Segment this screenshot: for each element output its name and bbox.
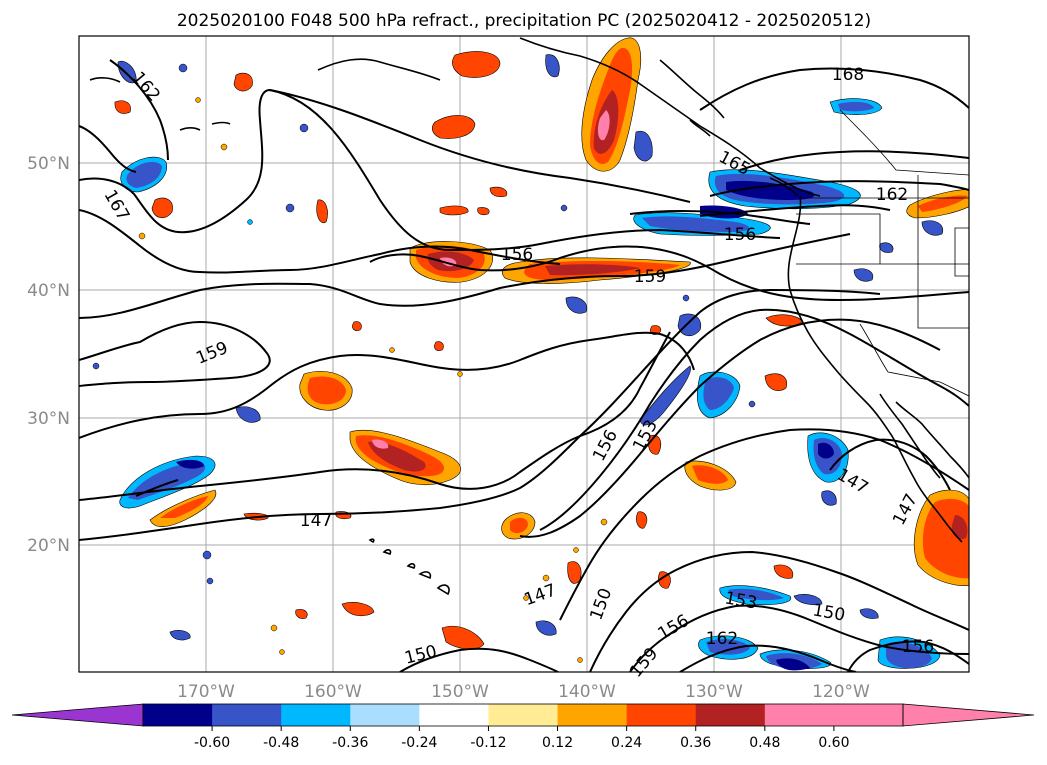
colorbar-tick-label: 0.60 <box>818 735 849 751</box>
colorbar-segments <box>11 703 1035 727</box>
coastlines <box>89 37 969 596</box>
contour-label: 162 <box>876 185 908 205</box>
colorbar-segment <box>281 704 351 726</box>
contour-label: 168 <box>832 65 864 85</box>
colorbar-extend-high <box>902 703 1035 727</box>
lat-label-50n: 50°N <box>27 154 70 174</box>
colorbar-tick-label: 0.12 <box>542 735 573 751</box>
colorbar-segment <box>833 704 904 726</box>
colorbar: -0.60 -0.48 -0.36 -0.24 -0.12 0.12 0.24 0.36 0.4… <box>11 703 1035 751</box>
colorbar-segment <box>488 704 559 726</box>
lon-label-160w: 160°W <box>304 682 362 702</box>
colorbar-tick-label: 0.36 <box>680 735 711 751</box>
contour-label: 156 <box>902 637 934 657</box>
colorbar-tick-label: -0.12 <box>470 735 506 751</box>
lon-label-140w: 140°W <box>558 682 616 702</box>
colorbar-tick-label: -0.48 <box>263 735 299 751</box>
lat-label-40n: 40°N <box>27 281 70 301</box>
latitude-labels: 50°N 40°N 30°N 20°N <box>27 154 70 556</box>
colorbar-segment <box>695 704 766 726</box>
colorbar-outline <box>142 703 904 727</box>
colorbar-tick-label: -0.60 <box>194 735 230 751</box>
contour-label: 159 <box>634 267 666 287</box>
colorbar-tick-label: 0.48 <box>749 735 780 751</box>
colorbar-segment <box>350 704 420 726</box>
height-contours <box>79 59 969 672</box>
lon-label-130w: 130°W <box>685 682 743 702</box>
colorbar-ticks: -0.60 -0.48 -0.36 -0.24 -0.12 0.12 0.24 0.36 0.4… <box>194 726 849 751</box>
contour-label: 156 <box>501 245 533 265</box>
map-border <box>78 35 970 673</box>
colorbar-tick-label: -0.36 <box>332 735 368 751</box>
precip-negative <box>92 54 944 671</box>
precip-positive <box>114 37 969 663</box>
lat-label-20n: 20°N <box>27 536 70 556</box>
map-content <box>79 36 969 672</box>
colorbar-segment <box>557 704 628 726</box>
lon-label-150w: 150°W <box>431 682 489 702</box>
colorbar-extend-low <box>11 703 144 727</box>
contour-label: 156 <box>724 225 756 245</box>
longitude-labels: 170°W 160°W 150°W 140°W 130°W 120°W <box>177 682 870 702</box>
lon-label-120w: 120°W <box>812 682 870 702</box>
colorbar-segment <box>626 704 697 726</box>
colorbar-tick-label: -0.24 <box>401 735 437 751</box>
colorbar-segment <box>419 704 489 726</box>
lat-label-30n: 30°N <box>27 409 70 429</box>
figure-title: 2025020100 F048 500 hPa refract., precip… <box>177 11 871 31</box>
colorbar-segment <box>212 704 282 726</box>
colorbar-segment <box>143 704 213 726</box>
contour-label: 162 <box>706 629 738 649</box>
colorbar-tick-label: 0.24 <box>611 735 642 751</box>
colorbar-segment <box>764 704 835 726</box>
contour-label: 147 <box>300 511 332 531</box>
lon-label-170w: 170°W <box>177 682 235 702</box>
